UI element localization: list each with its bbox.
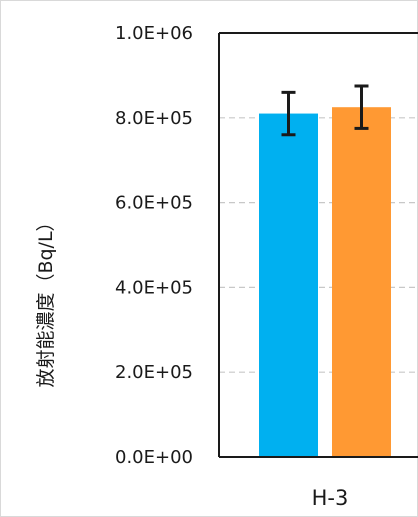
bars xyxy=(259,84,391,457)
error-bar xyxy=(354,84,369,130)
error-bar xyxy=(281,90,296,137)
y-axis-title: 放射能濃度（Bq/L） xyxy=(35,212,57,387)
y-tick-label: 4.0E+05 xyxy=(115,277,193,298)
bar xyxy=(259,113,318,457)
x-category-label: H-3 xyxy=(312,486,349,510)
y-tick-label: 6.0E+05 xyxy=(115,193,193,214)
bar xyxy=(332,107,391,457)
y-tick-label: 0.0E+00 xyxy=(115,447,193,468)
y-axis-tick-labels: 0.0E+00 2.0E+05 4.0E+05 6.0E+05 8.0E+05 1.0E+… xyxy=(115,23,193,468)
y-tick-label: 1.0E+06 xyxy=(115,23,193,44)
gridlines xyxy=(219,117,418,373)
y-tick-label: 8.0E+05 xyxy=(115,108,193,129)
axes xyxy=(218,32,418,458)
y-tick-label: 2.0E+05 xyxy=(115,362,193,383)
